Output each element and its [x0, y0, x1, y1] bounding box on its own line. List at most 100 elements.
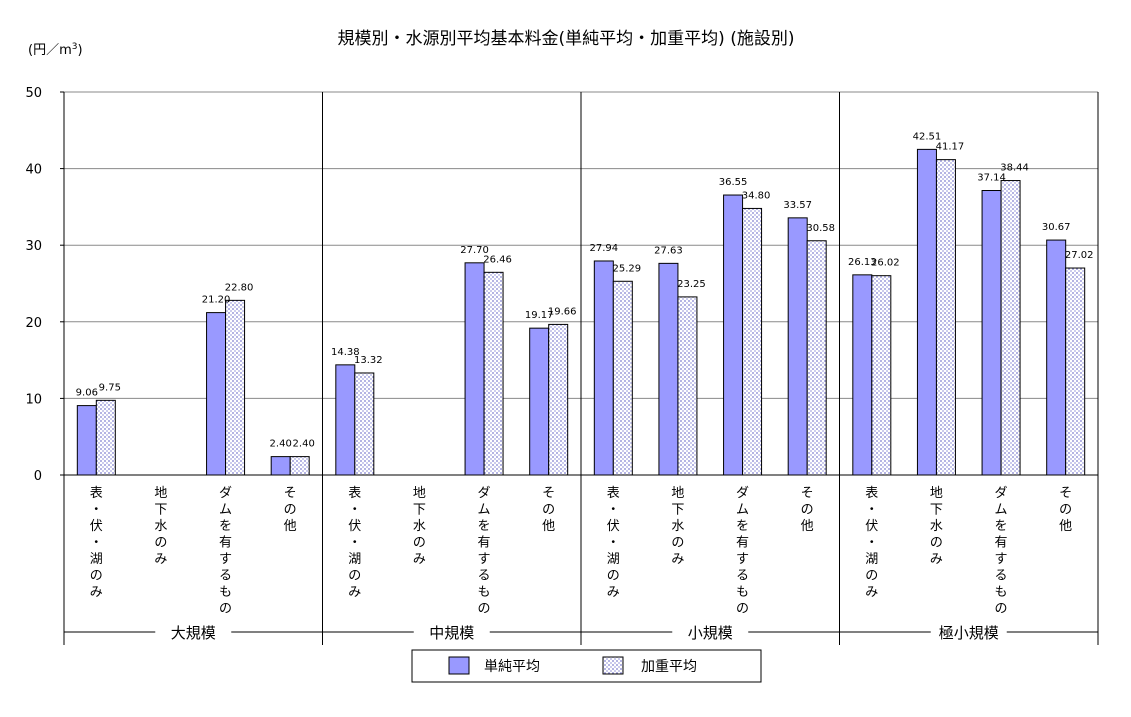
bar-simple-average [723, 194, 744, 476]
category-label-char: み [671, 552, 684, 567]
group-label: 小規模 [688, 624, 733, 642]
category-label: 地下水のみ [671, 486, 684, 567]
category-label-char: の [542, 503, 555, 518]
category-label-char: 下 [930, 503, 943, 518]
data-label-weighted: 13.32 [354, 355, 383, 366]
group-label: 中規模 [429, 624, 474, 642]
category-label: 地下水のみ [930, 486, 943, 567]
data-label-simple: 2.40 [270, 439, 292, 450]
bar-weighted-average [742, 207, 763, 476]
y-axis-unit-text: (円／m [28, 43, 72, 58]
bar-weighted-average [354, 372, 375, 476]
category-label-char: す [478, 552, 491, 567]
category-label: ダムを有するもの [478, 486, 491, 617]
category-label-char: そ [1059, 486, 1072, 501]
category-label: ダムを有するもの [219, 486, 232, 617]
category-label-char: す [736, 552, 749, 567]
category-label-char: も [736, 585, 749, 600]
category-label: 表・伏・湖のみ [607, 486, 620, 600]
category-label-char: み [413, 552, 426, 567]
category-label-char: 下 [154, 503, 167, 518]
bar-simple-average [270, 456, 291, 476]
category-label-char: 伏 [348, 519, 361, 534]
bar-weighted-average [612, 280, 633, 476]
bar-simple-average [981, 190, 1002, 476]
bar-simple-average [1046, 239, 1067, 476]
legend-swatch-weighted [602, 656, 624, 675]
category-label-char: す [219, 552, 232, 567]
bar-simple-average [464, 262, 485, 476]
category-label-char: 表 [348, 486, 361, 501]
data-label-weighted: 25.29 [612, 263, 641, 274]
category-label-char: み [930, 552, 943, 567]
data-label-simple: 27.70 [460, 245, 489, 256]
data-label-weighted: 22.80 [225, 282, 254, 293]
category-label-char: ム [736, 503, 749, 518]
bar-simple-average [852, 274, 873, 476]
category-label-char: 地 [413, 486, 426, 501]
bar-weighted-average [871, 275, 892, 476]
category-label-char: み [154, 552, 167, 567]
category-label-char: ・ [348, 536, 361, 551]
category-label-char: 伏 [865, 519, 878, 534]
bar-simple-average [335, 364, 356, 476]
category-label-char: の [736, 602, 749, 617]
category-label-char: 湖 [348, 552, 361, 567]
legend-swatch-simple [448, 656, 470, 675]
category-label-char: ・ [865, 503, 878, 518]
category-label: 表・伏・湖のみ [348, 486, 361, 600]
category-label: その他 [801, 486, 814, 534]
category-label-char: ム [995, 503, 1008, 518]
y-axis-unit-superscript: 3 [72, 42, 78, 52]
category-label-char: 伏 [607, 519, 620, 534]
data-label-simple: 21.20 [202, 295, 231, 306]
category-label-char: 他 [1059, 519, 1072, 534]
category-label-char: ダ [478, 486, 491, 501]
category-label-char: も [995, 585, 1008, 600]
category-label: ダムを有するもの [995, 486, 1008, 617]
category-label-char: る [736, 569, 749, 584]
category-label-char: ・ [348, 503, 361, 518]
category-label-char: 伏 [90, 519, 103, 534]
data-label-weighted: 23.25 [677, 279, 706, 290]
group-label: 大規模 [171, 624, 216, 642]
data-label-weighted: 41.17 [936, 142, 965, 153]
category-label-char: を [478, 519, 491, 534]
category-label-char: 湖 [607, 552, 620, 567]
category-label-char: み [90, 585, 103, 600]
category-label-char: ム [219, 503, 232, 518]
category-label-char: 下 [413, 503, 426, 518]
y-tick-label: 10 [25, 392, 42, 407]
data-label-simple: 9.06 [76, 388, 98, 399]
bar-weighted-average [225, 299, 246, 476]
category-label-char: ダ [219, 486, 232, 501]
category-label-char: み [865, 585, 878, 600]
data-label-simple: 26.13 [848, 257, 877, 268]
bar-simple-average [593, 260, 614, 476]
category-label-char: 有 [995, 536, 1008, 551]
y-axis-unit-close: ) [77, 43, 82, 58]
data-label-simple: 19.17 [525, 310, 554, 321]
bar-simple-average [529, 327, 550, 476]
category-label-char: 表 [90, 486, 103, 501]
category-label-char: の [219, 602, 232, 617]
category-label-char: ・ [90, 536, 103, 551]
category-label-char: る [995, 569, 1008, 584]
category-label: 表・伏・湖のみ [90, 486, 103, 600]
data-label-weighted: 26.02 [871, 258, 900, 269]
category-label-char: の [930, 536, 943, 551]
data-label-weighted: 30.58 [806, 223, 835, 234]
bar-weighted-average [483, 271, 504, 476]
legend: 単純平均 加重平均 [411, 649, 762, 683]
category-label-char: の [413, 536, 426, 551]
y-tick-label: 50 [25, 86, 42, 101]
category-label-char: ・ [90, 503, 103, 518]
category-label-char: の [284, 503, 297, 518]
category-label-char: す [995, 552, 1008, 567]
category-label-char: 有 [219, 536, 232, 551]
category-label-char: 表 [607, 486, 620, 501]
category-label-char: 他 [542, 519, 555, 534]
category-label: その他 [284, 486, 297, 534]
